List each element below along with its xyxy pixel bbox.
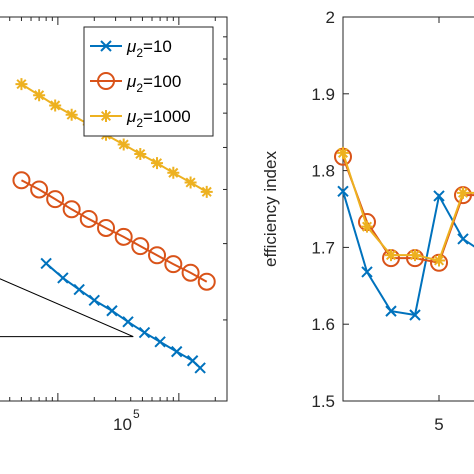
right-plot: 1.5 1.6 1.7 1.8 1.9 2 5 efficiency index <box>261 8 474 434</box>
right-series-0-point-3 <box>409 309 421 321</box>
right-series-2-point-1 <box>361 220 373 233</box>
left-series-0-point-10 <box>194 362 206 374</box>
left-series-0-point-4 <box>106 305 118 317</box>
left-series-2-point-1 <box>33 89 46 102</box>
y-axis-title: efficiency index <box>261 151 280 267</box>
left-series-1-point-3 <box>62 200 81 219</box>
legend-swatch-marker <box>97 72 115 90</box>
left-series-line-1 <box>20 179 208 283</box>
left-series-2-point-6 <box>117 138 130 151</box>
y-tick-label: 2 <box>326 8 335 27</box>
y-tick-label: 1.8 <box>311 162 335 181</box>
legend: μ2=10 μ2=100 μ2=1000 <box>83 26 214 137</box>
legend-label: μ2=10 <box>126 37 172 60</box>
left-series-2-point-0 <box>15 78 28 91</box>
left-series-1-point-4 <box>79 209 98 228</box>
legend-entry-0: μ2=10 <box>90 37 172 60</box>
left-series-2-point-8 <box>151 157 164 170</box>
right-plot-ticks: 1.5 1.6 1.7 1.8 1.9 2 5 <box>311 8 443 434</box>
right-series-0-point-2 <box>385 305 397 317</box>
left-plot: 10 5 μ2=10 μ2=100 μ2=1000 <box>0 16 228 434</box>
right-series-2-point-5 <box>457 186 469 199</box>
right-series-2-point-2 <box>385 249 397 262</box>
left-series-2-point-10 <box>184 176 197 189</box>
slope-triangle <box>0 278 134 338</box>
left-series-0-point-0 <box>40 257 52 270</box>
left-series-1-point-6 <box>114 227 133 246</box>
right-series-0-point-5 <box>457 233 469 245</box>
left-series-2-point-9 <box>167 166 180 179</box>
y-tick-label: 1.9 <box>311 85 335 104</box>
right-series-2-point-3 <box>409 249 421 262</box>
x-tick-label-exponent: 5 <box>133 407 140 421</box>
left-series-2-point-3 <box>65 108 78 121</box>
left-series-0-point-2 <box>73 283 85 296</box>
left-series-1-point-5 <box>97 218 116 237</box>
legend-label: μ2=1000 <box>126 107 191 130</box>
left-series-2-point-7 <box>134 147 147 160</box>
left-series-2-point-11 <box>200 185 213 198</box>
right-plot-series <box>334 146 474 321</box>
left-plot-ticks <box>9 17 227 401</box>
right-series-2-point-4 <box>433 254 445 267</box>
left-series-0-point-8 <box>171 345 183 358</box>
right-series-2-point-0 <box>337 146 349 159</box>
legend-entry-2: μ2=1000 <box>90 107 191 130</box>
right-series-0-point-4 <box>433 190 445 202</box>
left-series-0-point-3 <box>88 294 100 306</box>
y-tick-label: 1.5 <box>311 392 335 411</box>
left-series-1-point-2 <box>46 190 65 209</box>
left-series-0-point-5 <box>122 316 134 328</box>
legend-swatch-marker <box>100 110 112 122</box>
left-series-0-point-6 <box>138 326 151 339</box>
legend-entry-1: μ2=100 <box>90 72 181 95</box>
y-tick-label: 1.7 <box>311 238 335 257</box>
left-series-0-point-7 <box>154 336 166 348</box>
left-series-1-point-0 <box>12 171 31 190</box>
right-series-0-point-0 <box>337 185 349 198</box>
left-series-1-point-10 <box>181 263 200 282</box>
left-series-0-point-1 <box>57 272 69 284</box>
right-series-0-point-1 <box>361 266 373 278</box>
left-series-2-point-2 <box>49 99 62 112</box>
left-series-1-point-8 <box>148 246 167 265</box>
y-tick-label: 1.6 <box>311 315 335 334</box>
x-tick-label: 5 <box>434 415 443 434</box>
x-tick-label-base: 10 <box>113 415 132 434</box>
legend-swatch-marker <box>100 40 112 52</box>
right-plot-frame <box>342 16 474 402</box>
left-series-1-point-9 <box>164 255 183 274</box>
left-series-1-point-7 <box>131 237 150 256</box>
left-series-1-point-11 <box>197 272 216 291</box>
left-x-tick-label: 10 5 <box>113 407 140 434</box>
left-series-1-point-1 <box>30 180 49 199</box>
legend-label: μ2=100 <box>126 72 181 95</box>
slope-triangle-path <box>0 278 134 338</box>
